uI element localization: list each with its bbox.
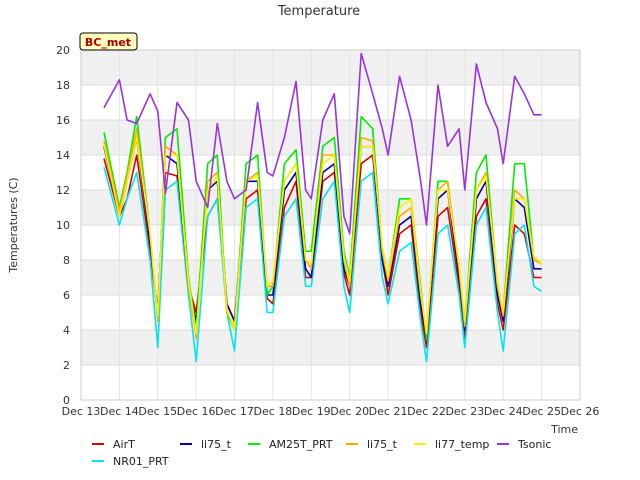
y-tick-label: 16 <box>56 114 70 127</box>
band-10 <box>81 190 580 225</box>
series-line-li77-temp-5 <box>103 136 543 335</box>
x-tick-label: Dec 17 <box>215 405 254 418</box>
y-tick-label: 20 <box>56 44 70 57</box>
x-axis-label: Time <box>550 423 578 436</box>
series-line-tsonic-6 <box>103 52 542 235</box>
band-18 <box>81 50 580 85</box>
x-tick-label: Dec 22 <box>407 405 446 418</box>
legend-label: AM25T_PRT <box>269 438 333 451</box>
y-tick-label: 14 <box>56 149 70 162</box>
x-tick-label: Dec 23 <box>445 405 484 418</box>
legend-label: AirT <box>113 438 135 451</box>
y-tick-label: 18 <box>56 79 70 92</box>
plot-frame <box>80 49 581 401</box>
badge: BC_met <box>79 32 138 51</box>
y-tick-label: 6 <box>63 289 70 302</box>
y-tick-label: 4 <box>63 324 70 337</box>
x-tick-label: Dec 20 <box>330 405 369 418</box>
series-line-nr01-prt-1 <box>103 167 543 363</box>
legend-label: li77_temp <box>435 438 489 451</box>
y-tick-label: 2 <box>63 359 70 372</box>
x-tick-label: Dec 26 <box>561 405 600 418</box>
legend-label: li75_t <box>367 438 398 451</box>
legend-item: li75_t <box>180 438 232 451</box>
legend-item: li75_t <box>346 438 398 451</box>
x-tick-label: Dec 14 <box>100 405 139 418</box>
x-tick-label: Dec 13 <box>62 405 101 418</box>
y-tick-label: 8 <box>63 254 70 267</box>
x-tick-label: Dec 16 <box>177 405 216 418</box>
x-tick-label: Dec 24 <box>484 405 523 418</box>
x-tick-label: Dec 21 <box>369 405 408 418</box>
x-tick-label: Dec 25 <box>522 405 561 418</box>
x-tick-label: Dec 19 <box>292 405 331 418</box>
chart-title: Temperature <box>277 4 360 19</box>
x-tick-label: Dec 15 <box>138 405 177 418</box>
badge-box <box>79 32 138 51</box>
series-layer <box>103 52 543 363</box>
legend-item: AM25T_PRT <box>248 438 333 451</box>
y-tick-labels: 0 2 4 6 8 10 12 14 16 18 20 <box>56 44 70 407</box>
y-axis-label: Temperatures (C) <box>7 177 20 273</box>
y-tick-label: 0 <box>63 394 70 407</box>
band-2 <box>81 330 580 365</box>
x-tick-label: Dec 18 <box>254 405 293 418</box>
badge-label: BC_met <box>85 36 131 49</box>
legend-item: NR01_PRT <box>92 455 169 468</box>
legend-label: li75_t <box>201 438 232 451</box>
legend: AirT li75_t AM25T_PRT li75_t li77_temp Tsonic… <box>92 438 551 468</box>
legend-item: AirT <box>92 438 135 451</box>
legend-item: li77_temp <box>414 438 489 451</box>
x-tick-labels: Dec 13 Dec 14 Dec 15 Dec 16 Dec 17 Dec 18 Dec … <box>62 405 600 418</box>
y-tick-label: 10 <box>56 219 70 232</box>
legend-item: Tsonic <box>497 438 551 451</box>
legend-label: Tsonic <box>517 438 551 451</box>
legend-label: NR01_PRT <box>113 455 169 468</box>
y-tick-label: 12 <box>56 184 70 197</box>
